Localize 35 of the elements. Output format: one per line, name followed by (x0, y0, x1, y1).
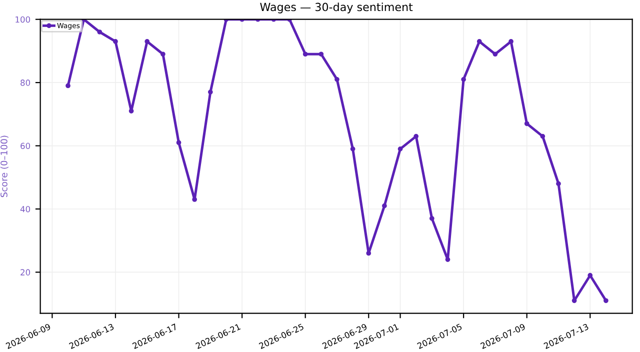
point (302, 52, 308, 57)
point (429, 216, 434, 221)
point (208, 90, 213, 94)
point (445, 257, 450, 262)
point (97, 30, 102, 34)
point (556, 181, 561, 186)
chart-title: Wages — 30-day sentiment (260, 2, 413, 14)
point (414, 134, 419, 139)
point (492, 52, 498, 57)
point (160, 52, 166, 57)
point (476, 39, 482, 44)
y-tick-label: 60 (20, 142, 30, 150)
point (144, 39, 150, 44)
point (540, 134, 546, 139)
point (604, 298, 608, 304)
y-axis-title: Score (0–100) (0, 136, 8, 198)
y-tick-label: 100 (16, 16, 30, 23)
point (176, 140, 182, 146)
point (508, 39, 514, 44)
point (382, 203, 387, 208)
y-tick-label: 40 (20, 206, 30, 212)
y-tick-label: 80 (20, 80, 30, 86)
y-tick-label: 20 (20, 269, 30, 276)
point (192, 197, 198, 202)
point (350, 146, 356, 152)
point (334, 76, 340, 82)
point (128, 108, 134, 114)
point (524, 121, 530, 126)
point (398, 146, 403, 152)
point (461, 76, 466, 82)
point (66, 83, 70, 88)
point (366, 250, 372, 256)
point (572, 298, 577, 304)
point (113, 39, 118, 44)
point (318, 52, 324, 57)
